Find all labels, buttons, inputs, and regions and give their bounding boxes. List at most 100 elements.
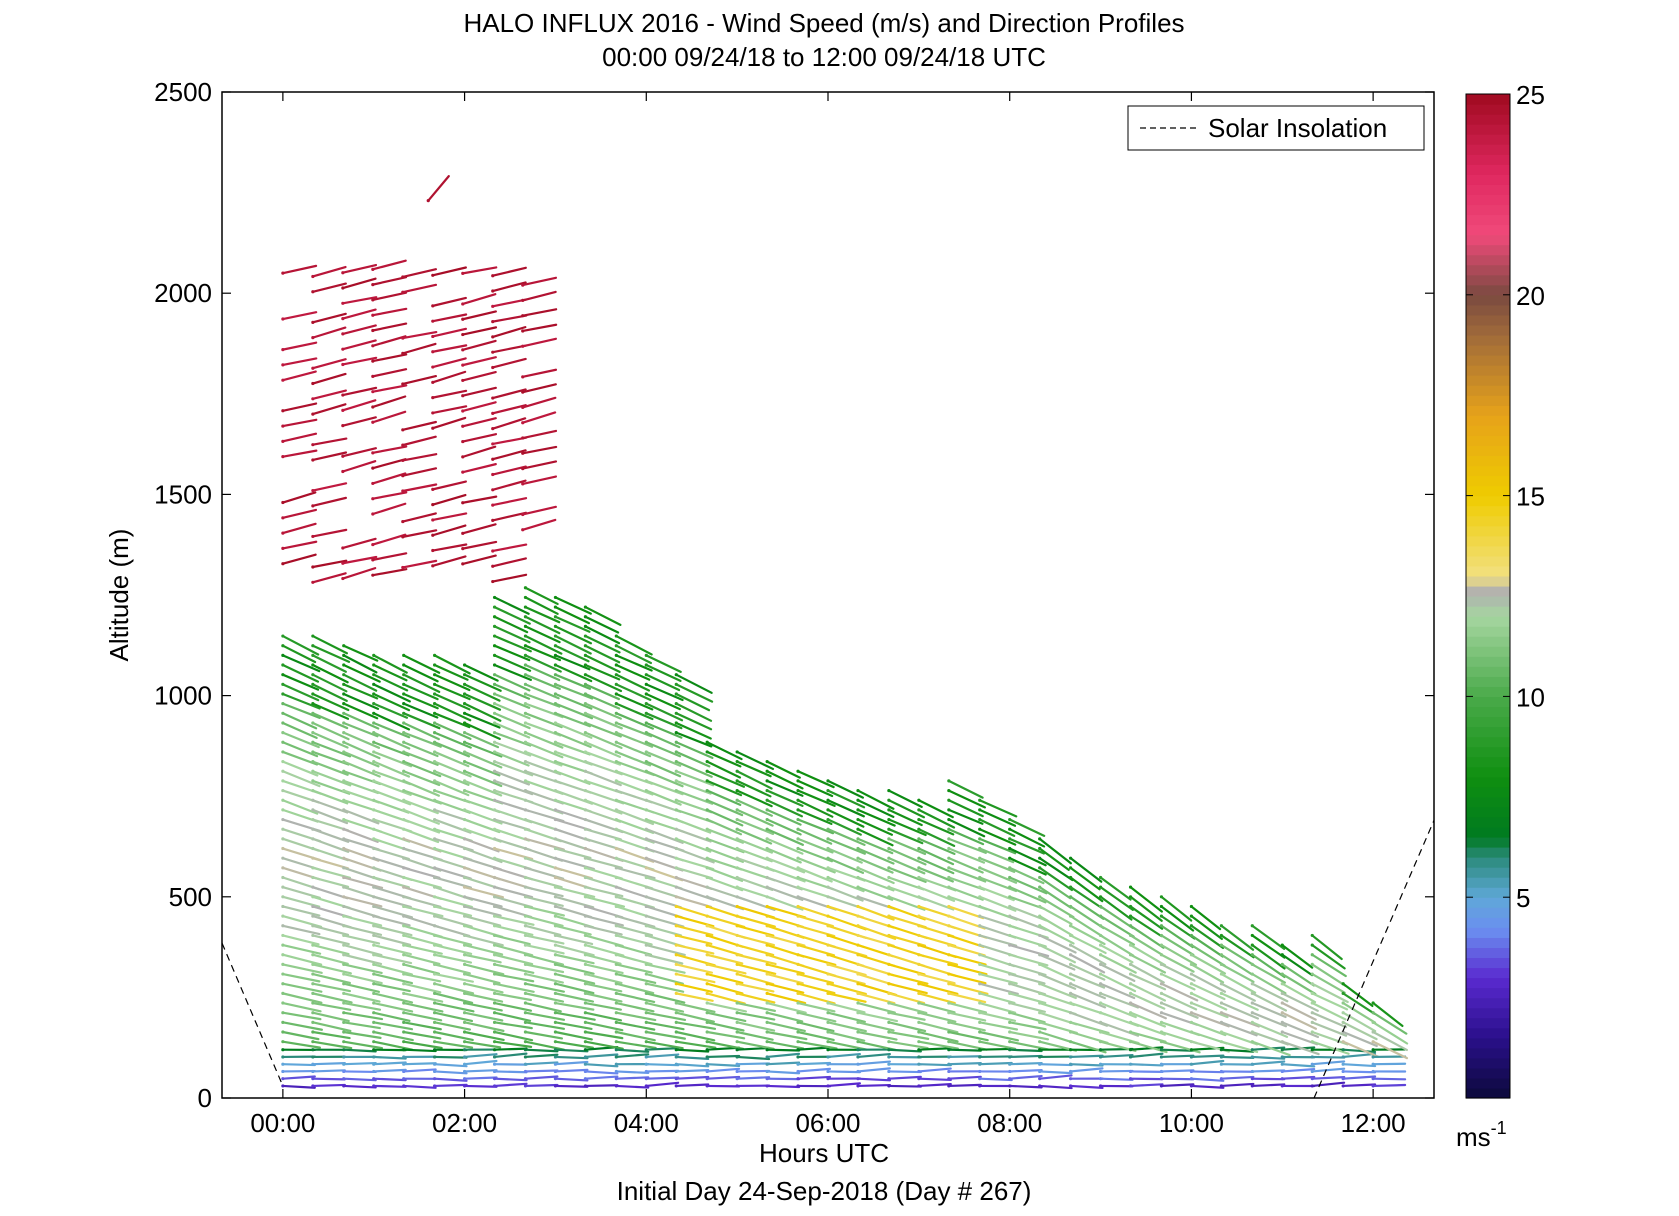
wind-barb <box>615 644 653 665</box>
wind-barb <box>372 692 411 712</box>
wind-barb-origin <box>402 731 406 735</box>
wind-barb <box>736 789 773 808</box>
wind-barb <box>463 1001 503 1012</box>
wind-barb <box>493 934 531 946</box>
wind-barb <box>1160 963 1196 982</box>
wind-barb-origin <box>826 1048 830 1052</box>
colorbar-swatch <box>1466 957 1510 969</box>
wind-barb-origin <box>281 1001 285 1005</box>
wind-barb-origin <box>1159 1020 1164 1024</box>
wind-barb-origin <box>978 798 982 802</box>
wind-barb-origin <box>311 943 315 947</box>
wind-barb <box>947 837 987 854</box>
colorbar-swatch <box>1466 545 1510 557</box>
wind-barb-origin <box>1159 1084 1164 1088</box>
wind-barb-origin <box>1128 982 1133 986</box>
wind-barb <box>1281 1001 1317 1021</box>
wind-barb <box>431 313 468 323</box>
wind-barb <box>463 1076 498 1080</box>
wind-barb-origin <box>341 469 345 474</box>
wind-barb <box>615 1011 657 1022</box>
chart-footer: Initial Day 24-Sep-2018 (Day # 267) <box>617 1176 1032 1206</box>
wind-barb <box>341 416 377 427</box>
wind-barb <box>947 905 985 920</box>
wind-barb <box>342 828 379 843</box>
wind-barb-origin <box>887 1020 891 1024</box>
wind-barb-origin <box>614 904 618 909</box>
wind-barb <box>311 1062 346 1066</box>
wind-barb-origin <box>1310 1048 1314 1052</box>
wind-barb-origin <box>765 1077 769 1081</box>
wind-barb <box>342 1077 377 1082</box>
wind-barb-origin <box>644 779 648 783</box>
wind-barb-origin <box>281 856 285 860</box>
colorbar-swatch <box>1466 154 1510 165</box>
wind-barb <box>402 1001 444 1013</box>
wind-barb-origin <box>523 953 528 957</box>
wind-barb-origin <box>705 962 709 967</box>
wind-barb-origin <box>432 962 437 967</box>
wind-barb <box>401 330 438 340</box>
wind-barb-origin <box>491 427 495 431</box>
wind-barb-origin <box>521 314 525 318</box>
wind-barb-origin <box>1189 1055 1194 1059</box>
wind-barb-origin <box>644 1048 648 1052</box>
colorbar-swatch <box>1466 1017 1510 1029</box>
wind-barb <box>796 818 835 835</box>
wind-barb-origin <box>765 769 769 773</box>
wind-barb <box>1281 1021 1320 1039</box>
wind-barb-origin <box>432 769 437 773</box>
wind-barb <box>281 692 321 710</box>
wind-barb <box>584 644 621 664</box>
wind-barb-origin <box>426 199 430 203</box>
wind-barb-origin <box>1280 1069 1284 1074</box>
wind-barb-origin <box>462 1062 467 1066</box>
wind-barb-origin <box>1038 982 1042 986</box>
wind-barb <box>342 683 379 700</box>
wind-barb-origin <box>614 1069 618 1074</box>
y-tick-label: 0 <box>198 1083 212 1113</box>
wind-barb <box>311 982 352 993</box>
wind-barb-origin <box>1341 991 1345 995</box>
wind-barb-origin <box>462 924 467 928</box>
wind-barb-origin <box>1159 962 1164 967</box>
wind-barb-origin <box>644 914 648 918</box>
wind-barb-origin <box>311 443 315 447</box>
wind-barb <box>1099 905 1135 930</box>
wind-barb-origin <box>917 1048 921 1052</box>
wind-barb <box>491 344 528 354</box>
wind-barb-origin <box>674 1011 678 1015</box>
wind-barb-origin <box>342 953 346 957</box>
wind-barb <box>433 982 475 995</box>
wind-barb <box>402 683 439 701</box>
wind-barb <box>947 828 985 846</box>
wind-barb <box>1160 1054 1195 1059</box>
wind-barb-origin <box>644 943 648 947</box>
wind-barb-origin <box>674 808 678 812</box>
wind-barb <box>1038 972 1077 990</box>
wind-barb-origin <box>372 943 376 947</box>
wind-barb-origin <box>644 750 648 754</box>
wind-barb-origin <box>705 846 709 851</box>
wind-barb-origin <box>553 1069 558 1074</box>
wind-barb <box>281 905 321 917</box>
wind-barb <box>524 982 565 993</box>
wind-barb-origin <box>401 535 405 539</box>
wind-barb-origin <box>402 759 406 764</box>
colorbar-swatch <box>1466 706 1510 718</box>
wind-barb-origin <box>372 1048 376 1052</box>
wind-barb <box>524 1021 565 1030</box>
wind-barb-origin <box>917 1084 921 1088</box>
wind-barb <box>917 1030 959 1043</box>
wind-barb-origin <box>826 827 830 831</box>
wind-barb-origin <box>583 953 588 957</box>
wind-barb-origin <box>1250 953 1254 957</box>
wind-barb-origin <box>431 426 435 430</box>
colorbar-swatch <box>1466 174 1510 185</box>
wind-barb-origin <box>1038 875 1042 880</box>
wind-barb-origin <box>1098 1062 1103 1066</box>
wind-barb <box>433 972 474 983</box>
wind-barb-origin <box>735 982 739 986</box>
wind-barb-origin <box>1068 914 1073 918</box>
wind-barb-origin <box>371 573 375 577</box>
